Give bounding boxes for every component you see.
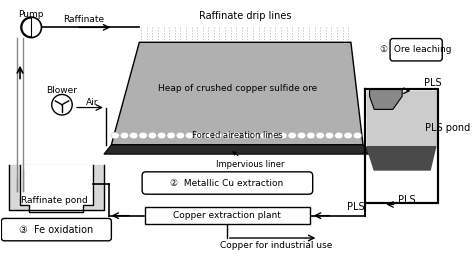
Ellipse shape [241,132,250,139]
Ellipse shape [279,132,287,139]
FancyBboxPatch shape [142,172,313,194]
Ellipse shape [213,132,222,139]
Ellipse shape [129,132,138,139]
Text: Pump: Pump [18,10,44,19]
Ellipse shape [269,132,278,139]
Polygon shape [367,147,436,170]
Circle shape [21,17,41,38]
Ellipse shape [148,132,156,139]
Polygon shape [20,165,93,212]
Polygon shape [111,42,363,145]
Ellipse shape [185,132,194,139]
Text: Raffinate drip lines: Raffinate drip lines [200,11,292,21]
Ellipse shape [325,132,334,139]
Ellipse shape [316,132,324,139]
Polygon shape [104,145,373,154]
Ellipse shape [167,132,175,139]
Ellipse shape [353,132,362,139]
Text: PLS: PLS [424,78,441,88]
Text: ③  Fe oxidation: ③ Fe oxidation [19,225,93,235]
Ellipse shape [297,132,306,139]
Ellipse shape [120,132,128,139]
FancyBboxPatch shape [145,207,310,224]
Ellipse shape [204,132,212,139]
Text: PLS: PLS [347,202,365,212]
Polygon shape [9,165,104,210]
Polygon shape [367,91,436,147]
Text: Blower: Blower [46,86,77,95]
Ellipse shape [195,132,203,139]
Polygon shape [370,89,402,109]
Ellipse shape [335,132,343,139]
Ellipse shape [111,132,119,139]
Ellipse shape [232,132,240,139]
Ellipse shape [344,132,352,139]
Text: Heap of crushed copper sulfide ore: Heap of crushed copper sulfide ore [157,84,317,93]
Ellipse shape [139,132,147,139]
Circle shape [52,95,72,115]
Text: PLS pond: PLS pond [426,123,471,133]
Ellipse shape [176,132,184,139]
Text: Raffinate: Raffinate [63,15,104,24]
Ellipse shape [223,132,231,139]
FancyBboxPatch shape [1,218,111,241]
Text: ①  Ore leaching: ① Ore leaching [381,45,452,54]
Ellipse shape [260,132,268,139]
Text: Copper for industrial use: Copper for industrial use [220,241,333,250]
Ellipse shape [307,132,315,139]
Text: ②  Metallic Cu extraction: ② Metallic Cu extraction [170,179,283,188]
Text: Air: Air [86,98,99,107]
FancyBboxPatch shape [390,39,442,61]
Text: Raffinate pond: Raffinate pond [21,196,88,205]
Text: PLS: PLS [399,195,416,205]
Text: Copper extraction plant: Copper extraction plant [173,211,281,220]
Ellipse shape [251,132,259,139]
Ellipse shape [288,132,296,139]
Ellipse shape [157,132,166,139]
Text: Forced aireation lines: Forced aireation lines [192,131,283,140]
Text: Impervious liner: Impervious liner [216,152,284,169]
